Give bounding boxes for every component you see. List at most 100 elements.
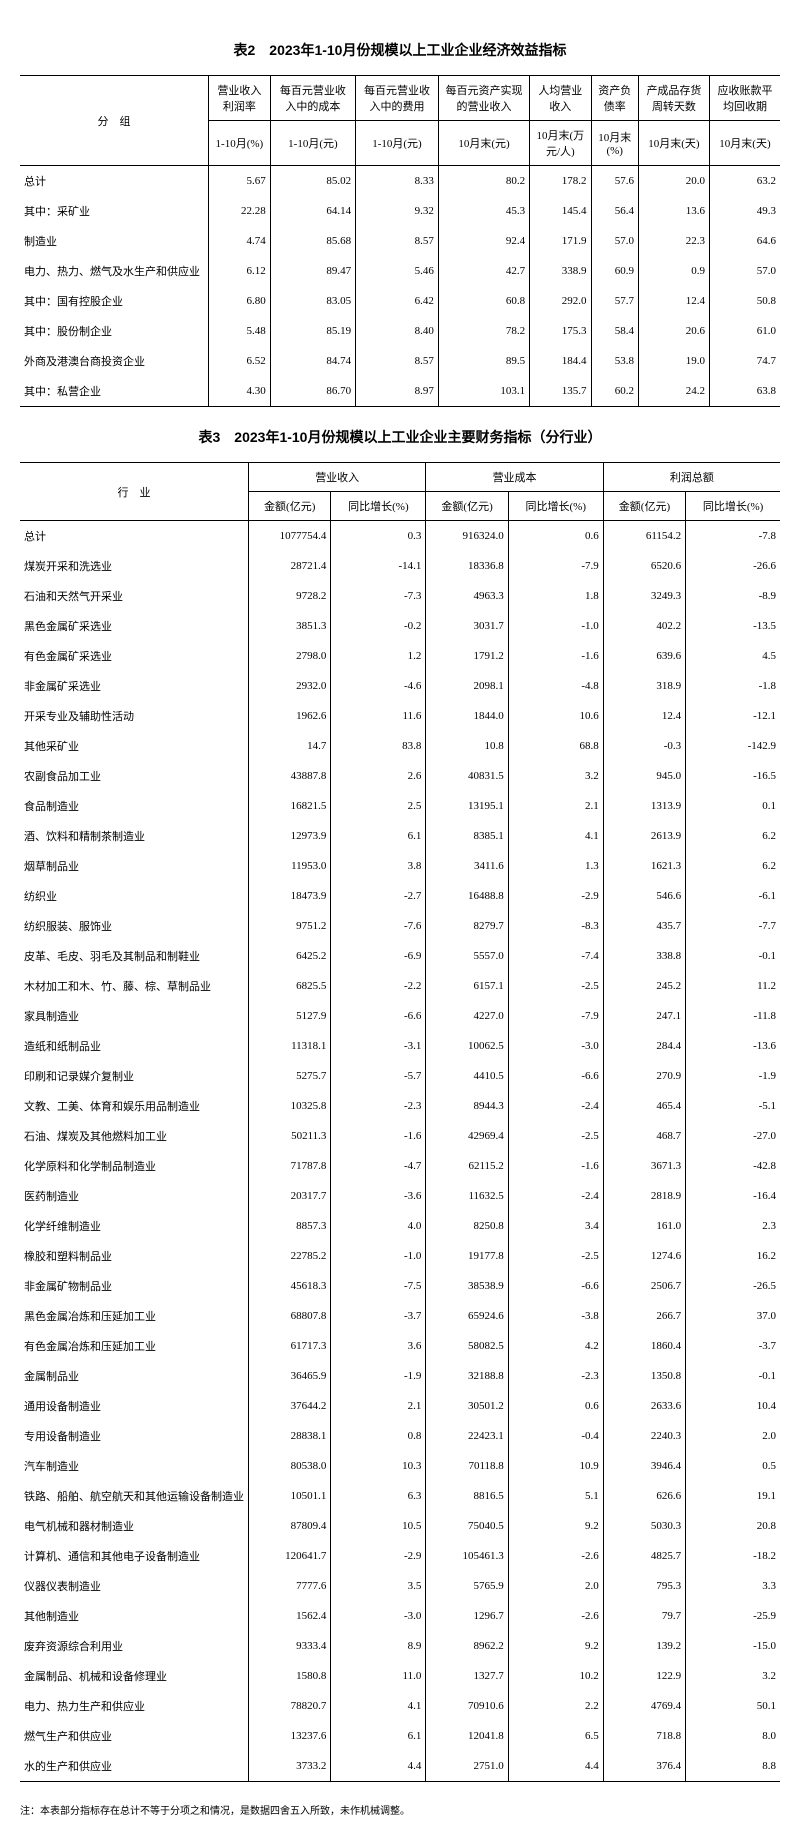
cell: 435.7 [603, 911, 685, 941]
cell: -8.3 [508, 911, 603, 941]
cell: 184.4 [530, 346, 591, 376]
table3: 行 业 营业收入 营业成本 利润总额 金额(亿元) 同比增长(%) 金额(亿元)… [20, 462, 780, 1782]
cell: -1.6 [331, 1121, 426, 1151]
cell: 13.6 [638, 196, 709, 226]
row-label: 文教、工美、体育和娱乐用品制造业 [20, 1091, 249, 1121]
cell: -1.9 [331, 1361, 426, 1391]
cell: 19.1 [686, 1481, 780, 1511]
cell: 24.2 [638, 376, 709, 407]
row-label: 金属制品业 [20, 1361, 249, 1391]
table-row: 铁路、船舶、航空航天和其他运输设备制造业10501.16.38816.55.16… [20, 1481, 780, 1511]
row-label: 专用设备制造业 [20, 1421, 249, 1451]
cell: 45.3 [438, 196, 529, 226]
cell: -142.9 [686, 731, 780, 761]
t2-col-4: 人均营业收入 [530, 76, 591, 121]
cell: 103.1 [438, 376, 529, 407]
cell: 0.6 [508, 521, 603, 552]
cell: -25.9 [686, 1601, 780, 1631]
cell: -2.6 [508, 1541, 603, 1571]
cell: 4227.0 [426, 1001, 508, 1031]
cell: 20317.7 [249, 1181, 331, 1211]
row-label: 其中：股份制企业 [20, 316, 209, 346]
cell: -13.6 [686, 1031, 780, 1061]
cell: 5.67 [209, 166, 271, 197]
row-label: 非金属矿物制品业 [20, 1271, 249, 1301]
row-label: 化学纤维制造业 [20, 1211, 249, 1241]
row-label: 木材加工和木、竹、藤、棕、草制品业 [20, 971, 249, 1001]
cell: 318.9 [603, 671, 685, 701]
cell: 8.57 [356, 346, 439, 376]
cell: -7.4 [508, 941, 603, 971]
row-label: 仪器仪表制造业 [20, 1571, 249, 1601]
table-row: 开采专业及辅助性活动1962.611.61844.010.612.4-12.1 [20, 701, 780, 731]
row-label: 开采专业及辅助性活动 [20, 701, 249, 731]
cell: 4.4 [331, 1751, 426, 1782]
cell: 1791.2 [426, 641, 508, 671]
table-row: 电力、热力、燃气及水生产和供应业6.1289.475.4642.7338.960… [20, 256, 780, 286]
table-row: 橡胶和塑料制品业22785.2-1.019177.8-2.51274.616.2 [20, 1241, 780, 1271]
table-row: 化学原料和化学制品制造业71787.8-4.762115.2-1.63671.3… [20, 1151, 780, 1181]
cell: 68807.8 [249, 1301, 331, 1331]
cell: 270.9 [603, 1061, 685, 1091]
cell: 4769.4 [603, 1691, 685, 1721]
cell: 37644.2 [249, 1391, 331, 1421]
cell: -8.9 [686, 581, 780, 611]
cell: 0.1 [686, 791, 780, 821]
cell: 58082.5 [426, 1331, 508, 1361]
cell: 6520.6 [603, 551, 685, 581]
cell: 4.2 [508, 1331, 603, 1361]
cell: 28838.1 [249, 1421, 331, 1451]
cell: 2.1 [331, 1391, 426, 1421]
cell: 7777.6 [249, 1571, 331, 1601]
t2-sub-5: 10月末(%) [591, 121, 638, 166]
cell: 71787.8 [249, 1151, 331, 1181]
cell: -7.6 [331, 911, 426, 941]
t3-header-industry: 行 业 [20, 463, 249, 521]
cell: 40831.5 [426, 761, 508, 791]
cell: 11.6 [331, 701, 426, 731]
cell: 1350.8 [603, 1361, 685, 1391]
cell: 8279.7 [426, 911, 508, 941]
row-label: 农副食品加工业 [20, 761, 249, 791]
cell: 718.8 [603, 1721, 685, 1751]
cell: 122.9 [603, 1661, 685, 1691]
row-label: 电力、热力、燃气及水生产和供应业 [20, 256, 209, 286]
cell: 8.9 [331, 1631, 426, 1661]
row-label: 家具制造业 [20, 1001, 249, 1031]
cell: -2.7 [331, 881, 426, 911]
table-row: 专用设备制造业28838.10.822423.1-0.42240.32.0 [20, 1421, 780, 1451]
table-row: 通用设备制造业37644.22.130501.20.62633.610.4 [20, 1391, 780, 1421]
cell: -6.1 [686, 881, 780, 911]
table-row: 酒、饮料和精制茶制造业12973.96.18385.14.12613.96.2 [20, 821, 780, 851]
cell: 9728.2 [249, 581, 331, 611]
row-label: 皮革、毛皮、羽毛及其制品和制鞋业 [20, 941, 249, 971]
table-row: 医药制造业20317.7-3.611632.5-2.42818.9-16.4 [20, 1181, 780, 1211]
cell: 1621.3 [603, 851, 685, 881]
cell: 8385.1 [426, 821, 508, 851]
cell: 11.0 [331, 1661, 426, 1691]
cell: 0.9 [638, 256, 709, 286]
t2-sub-1: 1-10月(元) [270, 121, 355, 166]
cell: 89.47 [270, 256, 355, 286]
row-label: 煤炭开采和洗选业 [20, 551, 249, 581]
cell: -2.4 [508, 1181, 603, 1211]
row-label: 造纸和纸制品业 [20, 1031, 249, 1061]
cell: 86.70 [270, 376, 355, 407]
cell: 2613.9 [603, 821, 685, 851]
cell: -16.5 [686, 761, 780, 791]
cell: 4.5 [686, 641, 780, 671]
cell: 1.3 [508, 851, 603, 881]
cell: 135.7 [530, 376, 591, 407]
row-label: 铁路、船舶、航空航天和其他运输设备制造业 [20, 1481, 249, 1511]
cell: 2932.0 [249, 671, 331, 701]
cell: 3.3 [686, 1571, 780, 1601]
cell: -7.8 [686, 521, 780, 552]
table3-title: 表3 2023年1-10月份规模以上工业企业主要财务指标（分行业） [20, 427, 780, 447]
cell: 2.5 [331, 791, 426, 821]
cell: -3.8 [508, 1301, 603, 1331]
cell: 8816.5 [426, 1481, 508, 1511]
table-row: 总计1077754.40.3916324.00.661154.2-7.8 [20, 521, 780, 552]
cell: 16821.5 [249, 791, 331, 821]
cell: -5.7 [331, 1061, 426, 1091]
cell: 9.2 [508, 1511, 603, 1541]
